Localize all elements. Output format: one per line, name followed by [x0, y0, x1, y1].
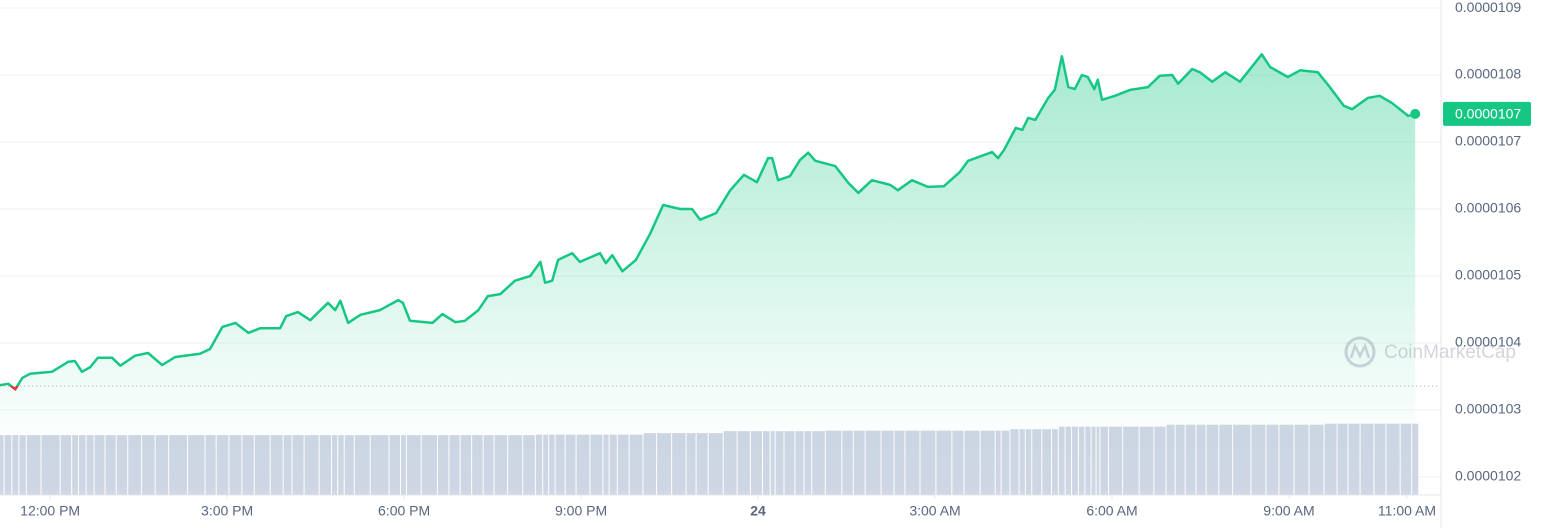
x-tick-label: 9:00 PM: [555, 503, 607, 519]
x-tick-label: 9:00 AM: [1263, 503, 1314, 519]
plot: [0, 53, 1440, 496]
x-tick-label: 3:00 AM: [909, 503, 960, 519]
price-line: [0, 53, 1416, 391]
x-tick-label: 12:00 PM: [20, 503, 80, 519]
y-tick-label: 0.0000105: [1455, 267, 1521, 283]
y-tick-label: 0.0000108: [1455, 66, 1521, 82]
y-tick-label: 0.0000103: [1455, 401, 1521, 417]
price-badge: [1443, 101, 1531, 126]
watermark-logo: [1344, 336, 1376, 368]
x-tick-label: 3:00 PM: [201, 503, 253, 519]
labels: 0.0000102 0.0000103 0.0000104 0.0000105 0.00…: [20, 0, 1531, 519]
y-tick-label: 0.0000109: [1455, 0, 1521, 15]
last-point: [1410, 108, 1421, 119]
price-badge-label: 0.0000107: [1455, 106, 1521, 122]
x-tick-label: 6:00 AM: [1086, 503, 1137, 519]
price-area: [0, 54, 1416, 496]
volume-bar: [1412, 423, 1419, 495]
y-tick-label: 0.0000102: [1455, 468, 1521, 484]
x-tick-label: 11:00 AM: [1378, 503, 1436, 519]
y-tick-label: 0.0000104: [1455, 334, 1521, 350]
watermark: CoinMarketCap: [1344, 336, 1516, 368]
x-tick-label: 6:00 PM: [378, 503, 430, 519]
y-tick-label: 0.0000106: [1455, 200, 1521, 216]
x-tick-label: 24: [750, 503, 766, 519]
watermark-logo-mark: [1349, 342, 1371, 359]
watermark-text: CoinMarketCap: [1384, 342, 1516, 363]
y-tick-label: 0.0000107: [1455, 133, 1521, 149]
